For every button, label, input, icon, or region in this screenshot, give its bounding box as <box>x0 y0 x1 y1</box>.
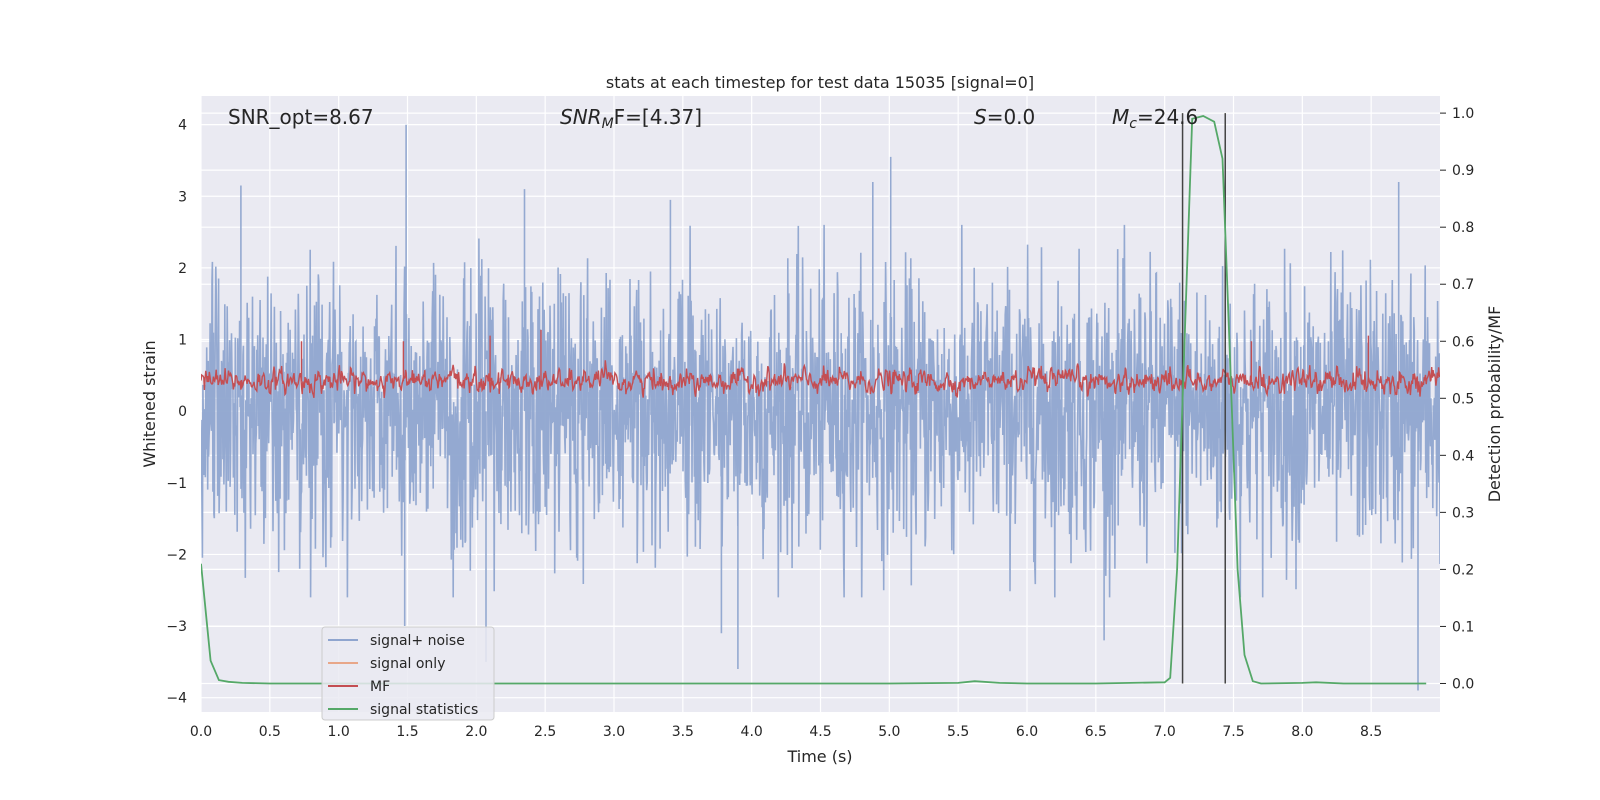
x-tick-label: 3.5 <box>672 724 694 740</box>
y2-tick-label: 0.5 <box>1452 391 1474 407</box>
series-mf-line <box>201 329 1440 399</box>
x-tick-label: 0.5 <box>259 724 281 740</box>
y-tick-label: 0 <box>178 404 187 420</box>
annotation-mc-sub: c <box>1129 116 1137 132</box>
y2-tick-label: 0.2 <box>1452 562 1474 578</box>
y-tick-label: −3 <box>166 619 187 635</box>
annotation-s-rest: =0.0 <box>987 105 1036 129</box>
y2-tick-label: 0.4 <box>1452 448 1474 464</box>
x-tick-label: 4.0 <box>741 724 763 740</box>
y2-axis-label: Detection probability/MF <box>1485 306 1504 503</box>
annotation-mc-rest: =24.6 <box>1137 105 1198 129</box>
annotation-snr-mf-main: SNR <box>560 105 602 129</box>
y2-tick-label: 0.7 <box>1452 277 1474 293</box>
x-tick-label: 2.0 <box>465 724 487 740</box>
y-tick-label: 1 <box>178 333 187 349</box>
x-tick-label: 0.0 <box>190 724 212 740</box>
x-tick-label: 1.0 <box>328 724 350 740</box>
series-signal-statistics-line <box>201 115 1427 685</box>
annotation-snr-opt: SNR_opt=8.67 <box>228 105 374 129</box>
y2-axis-ticks: 0.0 0.1 0.2 0.3 0.4 0.5 0.6 0.7 0.8 0.9 1.0 <box>1440 106 1474 692</box>
x-tick-label: 5.5 <box>947 724 969 740</box>
legend-label-mf: MF <box>370 679 390 695</box>
legend: signal+ noise signal only MF signal stat… <box>321 626 495 721</box>
x-tick-label: 7.0 <box>1154 724 1176 740</box>
x-axis-label: Time (s) <box>786 747 852 766</box>
y-axis-label: Whitened strain <box>140 340 159 467</box>
y-tick-label: 3 <box>178 189 187 205</box>
x-tick-label: 4.5 <box>809 724 831 740</box>
chart-title: stats at each timestep for test data 150… <box>606 73 1034 92</box>
x-tick-label: 6.0 <box>1016 724 1038 740</box>
x-tick-label: 3.0 <box>603 724 625 740</box>
annotation-snr-mf-sub: M <box>602 116 614 132</box>
y-tick-label: 2 <box>178 261 187 277</box>
y-tick-label: −4 <box>166 691 187 707</box>
legend-label-signal-statistics: signal statistics <box>370 702 478 718</box>
x-tick-label: 5.0 <box>878 724 900 740</box>
y2-tick-label: 0.9 <box>1452 163 1474 179</box>
x-tick-label: 2.5 <box>534 724 556 740</box>
x-tick-label: 8.0 <box>1291 724 1313 740</box>
y2-tick-label: 0.1 <box>1452 619 1474 635</box>
y2-tick-label: 1.0 <box>1452 106 1474 122</box>
annotation-mc: Mc=24.6 <box>1112 105 1198 132</box>
x-tick-label: 8.5 <box>1360 724 1382 740</box>
x-tick-label: 7.5 <box>1222 724 1244 740</box>
y-axis-ticks: −4 −3 −2 −1 0 1 2 3 4 <box>166 118 187 707</box>
y-tick-label: −2 <box>166 547 187 563</box>
annotation-mc-main: M <box>1112 105 1129 129</box>
legend-label-signal-noise: signal+ noise <box>370 633 465 649</box>
y-tick-label: 4 <box>178 118 187 134</box>
annotation-snr-mf-rest: F=[4.37] <box>614 105 702 129</box>
annotation-snr-mf: SNRMF=[4.37] <box>560 105 702 132</box>
y2-tick-label: 0.6 <box>1452 334 1474 350</box>
annotation-s: S=0.0 <box>974 105 1035 129</box>
x-tick-label: 6.5 <box>1085 724 1107 740</box>
x-tick-label: 1.5 <box>396 724 418 740</box>
y2-tick-label: 0.3 <box>1452 505 1474 521</box>
series-signal-noise-line <box>201 124 1440 691</box>
y2-tick-label: 0.8 <box>1452 220 1474 236</box>
legend-label-signal-only: signal only <box>370 656 445 672</box>
legend-box <box>321 626 495 721</box>
x-axis-ticks: 0.0 0.5 1.0 1.5 2.0 2.5 3.0 3.5 4.0 4.5 5.0 5.5 6.0 6… <box>190 724 1382 740</box>
y-tick-label: −1 <box>166 476 187 492</box>
annotation-s-main: S <box>974 105 987 129</box>
y2-tick-label: 0.0 <box>1452 676 1474 692</box>
